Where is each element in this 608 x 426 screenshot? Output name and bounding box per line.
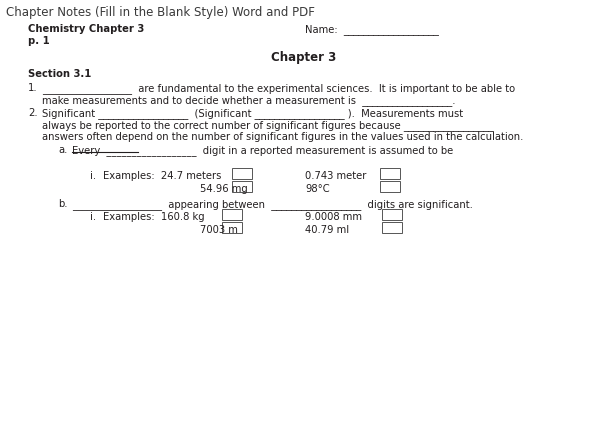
Text: 1.: 1. — [28, 83, 38, 93]
Text: Chapter Notes (Fill in the Blank Style) Word and PDF: Chapter Notes (Fill in the Blank Style) … — [6, 6, 315, 19]
Text: 98°C: 98°C — [305, 184, 330, 193]
Text: 2.: 2. — [28, 108, 38, 118]
Text: b.: b. — [58, 199, 67, 208]
Text: Chemistry Chapter 3: Chemistry Chapter 3 — [28, 24, 144, 34]
Text: i.: i. — [90, 211, 96, 222]
Text: a.: a. — [58, 145, 67, 155]
Text: p. 1: p. 1 — [28, 36, 50, 46]
Text: 9.0008 mm: 9.0008 mm — [305, 211, 362, 222]
Text: 54.96 mg: 54.96 mg — [200, 184, 247, 193]
Text: __________________  are fundamental to the experimental sciences.  It is importa: __________________ are fundamental to th… — [42, 83, 515, 94]
Text: make measurements and to decide whether a measurement is  __________________.: make measurements and to decide whether … — [42, 95, 455, 106]
Text: Examples:  24.7 meters: Examples: 24.7 meters — [103, 170, 221, 181]
Text: always be reported to the correct number of significant figures because ________: always be reported to the correct number… — [42, 120, 494, 131]
Text: Name:  ___________________: Name: ___________________ — [305, 24, 439, 35]
Text: Section 3.1: Section 3.1 — [28, 69, 91, 79]
Text: Examples:  160.8 kg: Examples: 160.8 kg — [103, 211, 205, 222]
Text: 40.79 ml: 40.79 ml — [305, 225, 349, 234]
Text: Every  __________________  digit in a reported measurement is assumed to be: Every __________________ digit in a repo… — [72, 145, 453, 155]
Text: __________________  appearing between  __________________  digits are significan: __________________ appearing between ___… — [72, 199, 473, 210]
Text: Significant __________________  (Significant __________________ ).  Measurements: Significant __________________ (Signific… — [42, 108, 463, 118]
Text: i.: i. — [90, 170, 96, 181]
Text: Chapter 3: Chapter 3 — [271, 51, 337, 64]
Text: 0.743 meter: 0.743 meter — [305, 170, 367, 181]
Text: answers often depend on the number of significant figures in the values used in : answers often depend on the number of si… — [42, 132, 523, 142]
Text: 7003 m: 7003 m — [200, 225, 238, 234]
